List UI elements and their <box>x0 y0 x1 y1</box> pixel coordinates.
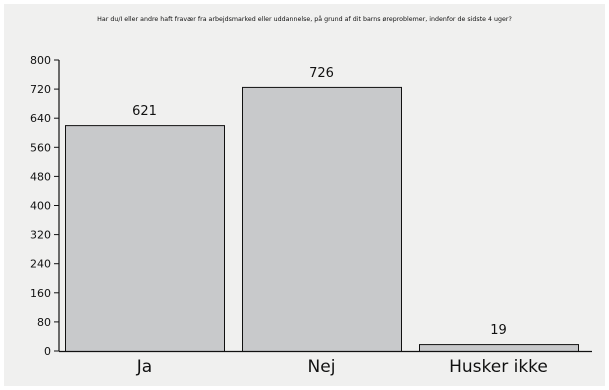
category-label: Ja <box>136 357 152 377</box>
bar <box>419 344 579 352</box>
data-label: 726 <box>309 66 334 81</box>
y-tick-label: 0 <box>44 345 51 358</box>
category-label: Husker ikke <box>449 357 548 377</box>
bars <box>65 86 579 352</box>
data-label: 621 <box>132 104 157 119</box>
y-tick-label: 400 <box>30 200 51 213</box>
y-tick-label: 320 <box>30 229 51 242</box>
data-label: 19 <box>490 323 507 338</box>
y-tick-label: 560 <box>30 141 51 154</box>
y-tick-label: 240 <box>30 258 51 271</box>
y-tick-label: 480 <box>30 170 51 183</box>
y-tick-label: 720 <box>30 83 51 96</box>
chart-title: Har du/I eller andre haft fravær fra arb… <box>97 16 512 23</box>
category-labels: Ja Nej Husker ikke <box>136 357 548 377</box>
data-labels: 621 726 19 <box>132 66 507 338</box>
y-axis-ticks: 0 80 160 240 320 400 480 560 640 720 800 <box>30 54 59 358</box>
y-tick-label: 800 <box>30 54 51 67</box>
bar <box>65 125 225 352</box>
y-tick-label: 80 <box>37 316 51 329</box>
y-tick-label: 640 <box>30 112 51 125</box>
bar <box>242 86 402 352</box>
y-tick-label: 160 <box>30 287 51 300</box>
category-label: Nej <box>308 357 336 377</box>
